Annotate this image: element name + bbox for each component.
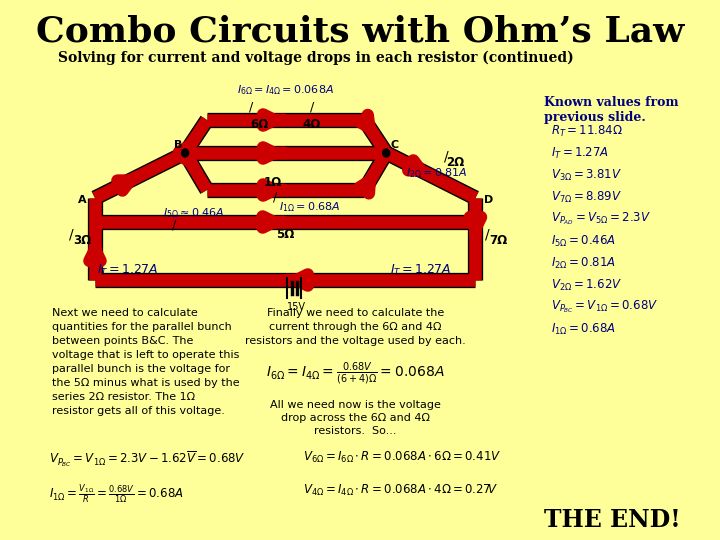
Text: 5Ω: 5Ω (276, 227, 294, 240)
Text: $I_{1\Omega}=0.68A$: $I_{1\Omega}=0.68A$ (279, 200, 341, 214)
Text: 6Ω: 6Ω (251, 118, 269, 131)
Text: Solving for current and voltage drops in each resistor (continued): Solving for current and voltage drops in… (58, 51, 574, 65)
Text: $V_{P_{AD}} = V_{5\Omega} = 2.3V$: $V_{P_{AD}} = V_{5\Omega} = 2.3V$ (551, 211, 651, 227)
Text: Finally we need to calculate the: Finally we need to calculate the (267, 308, 444, 318)
Text: resistors and the voltage used by each.: resistors and the voltage used by each. (246, 336, 466, 346)
Text: A: A (78, 195, 86, 205)
Text: $I_{2\Omega} = 0.81A$: $I_{2\Omega} = 0.81A$ (551, 255, 616, 271)
Text: current through the 6Ω and 4Ω: current through the 6Ω and 4Ω (269, 322, 442, 332)
Text: /: / (273, 191, 277, 204)
Text: 1Ω: 1Ω (264, 177, 282, 190)
Text: $I_{1\Omega} = 0.68A$: $I_{1\Omega} = 0.68A$ (551, 321, 616, 336)
Text: $I_T=1.27A$: $I_T=1.27A$ (97, 262, 159, 278)
Text: 7Ω: 7Ω (489, 234, 508, 247)
Text: $V_{P_{BC}} = V_{1\Omega} = 2.3V - 1.62\overline{V} = 0.68V$: $V_{P_{BC}} = V_{1\Omega} = 2.3V - 1.62\… (50, 450, 246, 469)
Text: between points B&C. The: between points B&C. The (52, 336, 194, 346)
Text: $V_{6\Omega} = I_{6\Omega} \cdot R = 0.068A \cdot 6\Omega = 0.41V$: $V_{6\Omega} = I_{6\Omega} \cdot R = 0.0… (303, 450, 501, 465)
Text: $I_T = 1.27A$: $I_T = 1.27A$ (551, 145, 608, 160)
Text: /: / (444, 149, 449, 163)
Text: the 5Ω minus what is used by the: the 5Ω minus what is used by the (52, 378, 240, 388)
Text: $I_{5\Omega}{\approx}0.46A$: $I_{5\Omega}{\approx}0.46A$ (163, 206, 225, 220)
Text: Combo Circuits with Ohm’s Law: Combo Circuits with Ohm’s Law (36, 15, 684, 49)
Text: Next we need to calculate: Next we need to calculate (52, 308, 198, 318)
Text: Known values from: Known values from (544, 96, 678, 109)
Text: 15V: 15V (287, 302, 306, 312)
Text: 4Ω: 4Ω (302, 118, 321, 131)
Text: THE END!: THE END! (544, 508, 680, 532)
Text: quantities for the parallel bunch: quantities for the parallel bunch (52, 322, 232, 332)
Text: $V_{2\Omega} = 1.62V$: $V_{2\Omega} = 1.62V$ (551, 278, 622, 293)
Text: drop across the 6Ω and 4Ω: drop across the 6Ω and 4Ω (281, 413, 430, 423)
Text: voltage that is left to operate this: voltage that is left to operate this (52, 350, 240, 360)
Text: $I_{6\Omega} = I_{4\Omega} = \frac{0.68V}{(6+4)\Omega} = 0.068A$: $I_{6\Omega} = I_{4\Omega} = \frac{0.68V… (266, 360, 445, 387)
Text: All we need now is the voltage: All we need now is the voltage (270, 400, 441, 410)
Text: $I_{2\Omega}=0.81A$: $I_{2\Omega}=0.81A$ (406, 166, 468, 180)
Text: series 2Ω resistor. The 1Ω: series 2Ω resistor. The 1Ω (52, 392, 195, 402)
Text: $I_{6\Omega}=I_{4\Omega}=0.068A$: $I_{6\Omega}=I_{4\Omega}=0.068A$ (237, 83, 334, 97)
Text: D: D (485, 195, 493, 205)
Text: resistor gets all of this voltage.: resistor gets all of this voltage. (52, 406, 225, 416)
Circle shape (181, 149, 189, 157)
Text: $I_{5\Omega} = 0.46A$: $I_{5\Omega} = 0.46A$ (551, 233, 616, 248)
Text: parallel bunch is the voltage for: parallel bunch is the voltage for (52, 364, 230, 374)
Text: 2Ω: 2Ω (446, 157, 464, 170)
Text: /: / (69, 227, 73, 241)
Text: $R_T =11.84\Omega$: $R_T =11.84\Omega$ (551, 124, 623, 139)
Text: /: / (485, 227, 490, 241)
Text: previous slide.: previous slide. (544, 111, 645, 124)
Circle shape (383, 149, 390, 157)
Text: B: B (174, 140, 182, 150)
Text: $V_{7\Omega} = 8.89V$: $V_{7\Omega} = 8.89V$ (551, 190, 621, 205)
Text: $I_T=1.27A$: $I_T=1.27A$ (390, 262, 452, 278)
Text: $V_{P_{BC}} = V_{1\Omega} = 0.68V$: $V_{P_{BC}} = V_{1\Omega} = 0.68V$ (551, 299, 658, 315)
Text: $V_{3\Omega} = 3.81V$: $V_{3\Omega} = 3.81V$ (551, 167, 621, 183)
Text: $I_{1\Omega} = \frac{V_{1\Omega}}{R} = \frac{0.68V}{1\Omega} = 0.68A$: $I_{1\Omega} = \frac{V_{1\Omega}}{R} = \… (50, 483, 184, 506)
Text: C: C (391, 140, 399, 150)
Text: 3Ω: 3Ω (73, 234, 91, 247)
Text: resistors.  So...: resistors. So... (315, 426, 397, 436)
Text: $V_{4\Omega} = I_{4\Omega} \cdot R = 0.068A \cdot 4\Omega = 0.27V$: $V_{4\Omega} = I_{4\Omega} \cdot R = 0.0… (303, 483, 499, 498)
Text: /: / (248, 100, 253, 113)
Text: /: / (310, 100, 314, 113)
Text: /: / (173, 219, 176, 232)
